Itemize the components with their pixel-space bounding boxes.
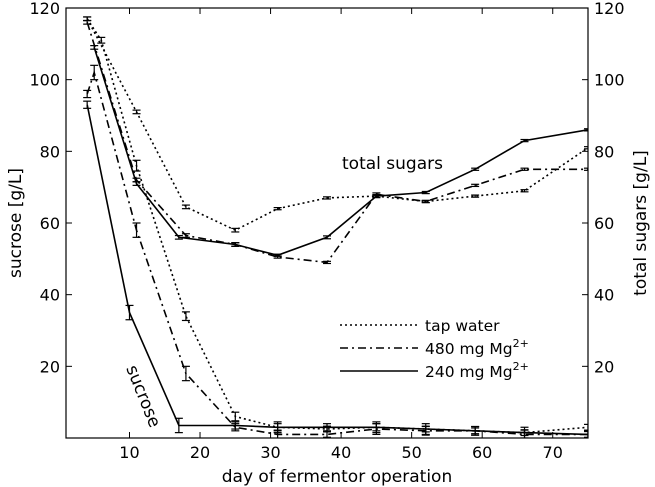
error-bar-sucrose-1-1: [90, 64, 99, 81]
y-tick-label-left: 80: [40, 142, 60, 161]
error-bar-sucrose-2-8: [471, 425, 480, 436]
legend-label: 480 mg Mg2+: [425, 337, 529, 358]
x-tick-label: 30: [260, 443, 280, 462]
error-bar-total-1-2: [181, 233, 190, 238]
error-bar-total-2-5: [323, 235, 331, 240]
legend-label-superscript: 2+: [513, 337, 529, 350]
annotation-sucrose: sucrose: [121, 362, 164, 430]
y-tick-label-right: 60: [594, 214, 614, 233]
legend-item-0: tap water: [340, 317, 500, 335]
y-tick-label-right: 120: [594, 0, 625, 18]
error-bar-sucrose-2-6: [372, 421, 381, 434]
error-bar-total-2-10: [584, 128, 588, 132]
error-bar-sucrose-0-2: [132, 159, 141, 172]
error-bar-sucrose-0-3: [181, 311, 190, 322]
plot-area: [83, 16, 588, 438]
error-bar-total-0-4: [273, 206, 282, 211]
error-bar-total-1-9: [520, 167, 529, 171]
error-bar-total-0-9: [520, 189, 529, 193]
x-tick-label: 60: [472, 443, 492, 462]
series-line-total-2: [93, 47, 588, 257]
error-bar-sucrose-2-7: [421, 423, 430, 436]
x-tick-label: 40: [331, 443, 351, 462]
error-bar-total-0-2: [181, 204, 190, 210]
error-bar-sucrose-2-3: [231, 421, 240, 430]
y-tick-label-right: 100: [594, 71, 625, 90]
error-bar-sucrose-1-11: [584, 430, 588, 438]
error-bar-total-0-5: [323, 196, 331, 200]
legend-label: tap water: [425, 317, 500, 335]
error-bar-sucrose-1-2: [132, 222, 141, 238]
error-bar-total-2-6: [372, 194, 381, 199]
error-bar-total-2-9: [520, 138, 529, 143]
x-tick-label: 70: [543, 443, 563, 462]
y-tick-label-left: 20: [40, 357, 60, 376]
error-bar-sucrose-2-10: [584, 430, 588, 438]
legend-label-text: tap water: [425, 317, 500, 335]
legend-item-2: 240 mg Mg2+: [340, 360, 529, 381]
error-bar-total-2-8: [471, 167, 480, 171]
error-bar-sucrose-0-4: [231, 411, 240, 422]
error-bar-sucrose-2-4: [273, 421, 282, 434]
series-line-total-1: [86, 22, 588, 264]
y-tick-label-right: 40: [594, 286, 614, 305]
error-bar-total-2-4: [273, 253, 282, 257]
series-line-total-0: [86, 18, 588, 232]
error-bar-sucrose-2-0: [83, 100, 92, 109]
y-tick-label-right: 80: [594, 142, 614, 161]
y-tick-label-left: 100: [29, 71, 60, 90]
error-bar-total-2-1: [132, 181, 141, 186]
y-tick-label-left: 120: [29, 0, 60, 18]
y-tick-label-left: 40: [40, 286, 60, 305]
error-bar-sucrose-2-5: [323, 423, 331, 432]
legend-label-superscript: 2+: [513, 360, 529, 373]
error-bar-total-1-7: [421, 199, 430, 204]
error-bar-sucrose-1-3: [181, 365, 190, 382]
legend-item-1: 480 mg Mg2+: [340, 337, 529, 358]
legend-label-text: 480 mg Mg: [425, 340, 513, 358]
y-tick-label-left: 60: [40, 214, 60, 233]
error-bar-total-1-8: [471, 183, 480, 188]
y-tick-label-right: 20: [594, 357, 614, 376]
x-tick-label: 20: [190, 443, 210, 462]
y-axis-label-right: total sugars [g/L]: [631, 150, 651, 296]
error-bar-total-2-2: [174, 234, 183, 240]
error-bar-sucrose-1-6: [323, 430, 331, 438]
legend-label-text: 240 mg Mg: [425, 363, 513, 381]
error-bar-sucrose-2-9: [520, 426, 529, 438]
x-tick-label: 50: [401, 443, 421, 462]
x-tick-label: 10: [119, 443, 139, 462]
error-bar-total-2-0: [90, 45, 99, 50]
x-axis-label: day of fermentor operation: [222, 467, 452, 487]
error-bar-total-1-5: [323, 260, 331, 265]
error-bar-total-0-8: [471, 194, 480, 198]
error-bar-total-2-3: [231, 242, 240, 247]
annotation-total-sugars: total sugars: [342, 154, 443, 174]
error-bar-total-1-0: [83, 19, 92, 25]
error-bar-total-0-3: [231, 227, 240, 233]
error-bar-sucrose-2-2: [174, 417, 183, 434]
error-bar-total-2-7: [421, 190, 430, 195]
error-bar-sucrose-0-1: [97, 36, 106, 44]
series-line-sucrose-1: [86, 69, 588, 436]
y-axis-label-left: sucrose [g/L]: [6, 168, 26, 278]
series-line-sucrose-2: [86, 104, 588, 436]
error-bar-total-1-10: [584, 167, 588, 171]
error-bar-sucrose-2-1: [125, 304, 134, 321]
error-bar-total-0-1: [132, 109, 141, 115]
error-bar-total-0-10: [584, 146, 588, 150]
legend-label: 240 mg Mg2+: [425, 360, 529, 381]
error-bar-sucrose-0-11: [584, 423, 588, 431]
error-bar-sucrose-1-0: [83, 89, 92, 99]
